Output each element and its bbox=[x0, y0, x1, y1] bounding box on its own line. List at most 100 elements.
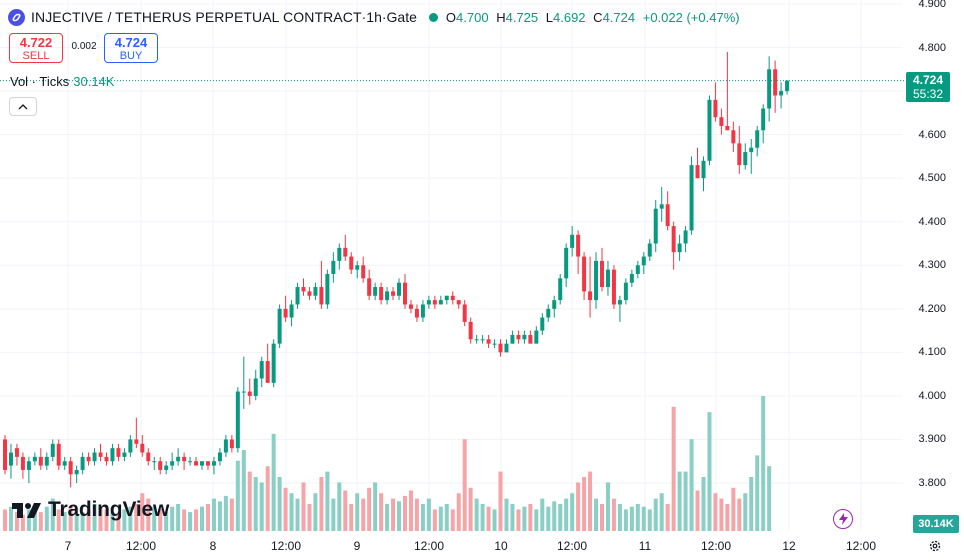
candle bbox=[62, 456, 67, 470]
candle bbox=[647, 239, 652, 261]
buy-button[interactable]: 4.724 BUY bbox=[104, 33, 158, 63]
candle bbox=[779, 82, 784, 109]
candle-body bbox=[414, 308, 419, 318]
volume-bar bbox=[522, 506, 527, 531]
volume-bar bbox=[200, 506, 205, 531]
candle bbox=[325, 269, 330, 309]
candle bbox=[271, 339, 276, 388]
candle bbox=[516, 330, 521, 344]
volume-bar bbox=[701, 477, 706, 531]
candle bbox=[719, 108, 724, 135]
candle-body bbox=[158, 461, 163, 470]
candle-body bbox=[86, 456, 91, 462]
volume-bar bbox=[600, 504, 604, 531]
candle-body bbox=[146, 452, 151, 462]
volume-bar bbox=[325, 471, 330, 531]
candle bbox=[492, 339, 497, 349]
tradingview-logo[interactable]: TradingView bbox=[12, 498, 169, 522]
time-tick-label: 12 bbox=[782, 539, 796, 553]
candle-body bbox=[617, 300, 622, 305]
time-tick-label: 9 bbox=[353, 539, 361, 553]
volume-bar bbox=[361, 498, 366, 531]
tradingview-mark-icon bbox=[12, 503, 41, 518]
volume-bar bbox=[235, 460, 240, 531]
volume-bar bbox=[205, 504, 210, 531]
volume-bar bbox=[743, 493, 748, 531]
buy-label: BUY bbox=[119, 50, 143, 62]
candle-body bbox=[98, 452, 103, 457]
candle-body bbox=[110, 448, 115, 462]
sell-button[interactable]: 4.722 SELL bbox=[9, 33, 63, 63]
volume-bar bbox=[677, 471, 682, 531]
exchange-label[interactable]: Gate bbox=[386, 9, 417, 25]
volume-bar bbox=[397, 501, 402, 531]
volume-bar bbox=[68, 506, 73, 531]
flash-indicator-button[interactable] bbox=[833, 509, 853, 529]
candle-body bbox=[743, 152, 748, 166]
candle bbox=[8, 443, 13, 479]
candle-body bbox=[755, 130, 760, 148]
candle bbox=[731, 121, 736, 153]
candle-body bbox=[229, 439, 234, 449]
volume-bar bbox=[104, 509, 109, 531]
candle-body bbox=[373, 287, 378, 296]
market-status-dot[interactable] bbox=[428, 12, 438, 22]
volume-legend[interactable]: Vol · Ticks 30.14K bbox=[10, 74, 114, 89]
volume-bar bbox=[253, 477, 258, 531]
candle bbox=[182, 452, 187, 470]
candle bbox=[432, 295, 437, 309]
candle-body bbox=[564, 247, 569, 279]
volume-bar bbox=[349, 504, 354, 531]
time-tick-label: 12:00 bbox=[556, 539, 588, 553]
candle bbox=[223, 435, 228, 457]
candle bbox=[307, 287, 312, 301]
symbol-title[interactable]: INJECTIVE / TETHERUS PERPETUAL CONTRACT bbox=[31, 9, 362, 25]
candle-body bbox=[701, 160, 706, 179]
candle-body bbox=[379, 287, 384, 301]
volume-bar bbox=[116, 514, 121, 531]
candle bbox=[331, 252, 336, 283]
volume-bar bbox=[247, 471, 252, 531]
volume-bar bbox=[158, 509, 163, 531]
price-tick-label: 4.900 bbox=[918, 0, 946, 10]
candle-body bbox=[104, 456, 109, 462]
candle bbox=[546, 304, 551, 322]
candle bbox=[92, 448, 97, 466]
price-tick-label: 3.800 bbox=[918, 477, 946, 489]
candle bbox=[737, 125, 742, 174]
candle bbox=[104, 452, 109, 466]
candle bbox=[277, 304, 282, 349]
candle-body bbox=[14, 448, 19, 457]
candle-body bbox=[713, 99, 718, 118]
candle bbox=[38, 448, 43, 470]
candle-body bbox=[540, 317, 545, 331]
interval-label[interactable]: 1h bbox=[366, 9, 382, 25]
candle-body bbox=[301, 287, 306, 292]
candle-body bbox=[277, 308, 282, 344]
candle bbox=[164, 461, 169, 475]
volume-bar bbox=[259, 482, 264, 531]
volume-bar bbox=[56, 509, 61, 531]
volume-bar bbox=[480, 504, 485, 531]
candle-body bbox=[56, 443, 61, 466]
candle bbox=[653, 199, 658, 253]
candle bbox=[349, 252, 354, 274]
collapse-legend-button[interactable] bbox=[9, 97, 37, 116]
candlesticks bbox=[3, 51, 790, 488]
candle bbox=[373, 282, 378, 301]
volume-bar bbox=[217, 501, 222, 531]
chart-header: INJECTIVE / TETHERUS PERPETUAL CONTRACT … bbox=[8, 7, 740, 27]
close-key: C bbox=[593, 9, 603, 25]
candle-body bbox=[241, 391, 246, 393]
candle bbox=[617, 295, 622, 322]
candle-body bbox=[116, 448, 121, 457]
candle-body bbox=[128, 439, 133, 453]
candle bbox=[235, 387, 240, 453]
candle-body bbox=[283, 308, 288, 318]
volume-bar bbox=[229, 498, 234, 531]
candle bbox=[283, 295, 288, 322]
price-tick-label: 4.400 bbox=[918, 215, 946, 228]
settings-gear-icon[interactable] bbox=[928, 539, 942, 553]
sell-price: 4.722 bbox=[19, 35, 53, 50]
